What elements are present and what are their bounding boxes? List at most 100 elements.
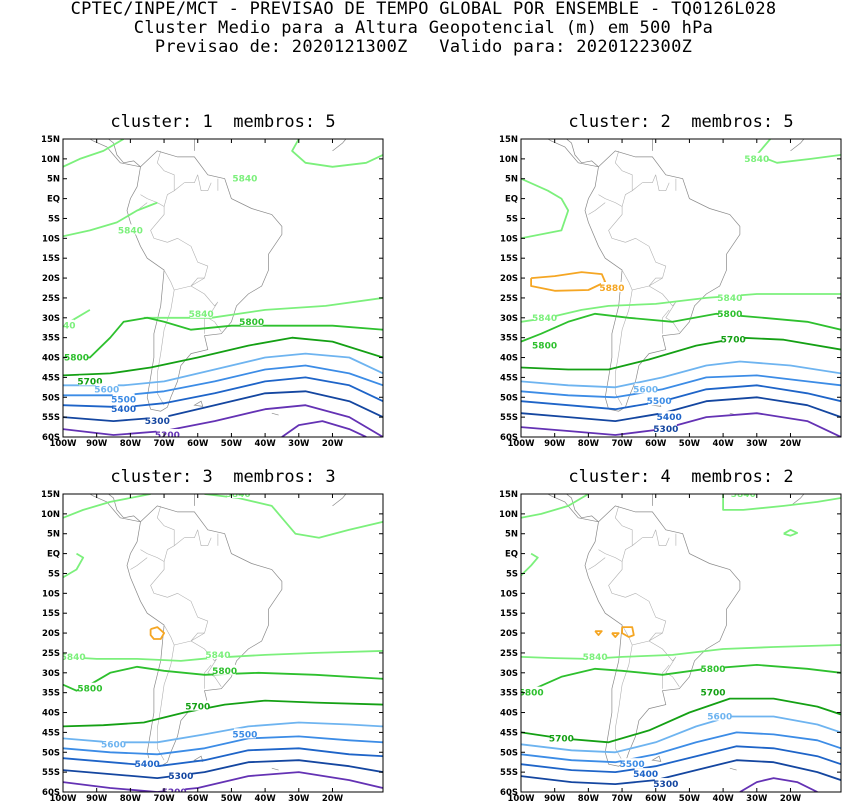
contour-label: 5600 [707, 713, 732, 723]
contour-5300 [521, 759, 841, 785]
country-border [588, 202, 606, 215]
lat-tick-label: 40S [42, 709, 60, 719]
lon-tick-label: 70W [611, 439, 633, 449]
lon-tick-label: 60W [187, 439, 209, 449]
country-border [150, 182, 185, 243]
lat-tick-label: 40S [42, 354, 60, 364]
country-border [190, 277, 205, 287]
contour-5400 [63, 747, 383, 768]
contour-label: 5840 [717, 294, 742, 304]
map-frame [520, 493, 842, 793]
contour-label-bg [533, 311, 556, 322]
contour-label-bg [654, 423, 677, 434]
contour-label: 5300 [653, 780, 678, 790]
coastline-central-america [547, 139, 599, 168]
contour-label-bg [718, 307, 741, 318]
caribbean-islands [193, 139, 195, 151]
contour-label: 5840 [118, 226, 143, 236]
country-border [625, 592, 667, 646]
contour-5500 [521, 731, 841, 764]
lat-tick-label: 5N [47, 530, 60, 540]
country-border [184, 529, 198, 538]
lat-tick-label: 35S [500, 334, 518, 344]
contour-5800 [521, 312, 841, 343]
contour-5840 [63, 201, 158, 238]
lat-tick-label: 30S [500, 669, 518, 679]
lat-tick-label: 60S [42, 788, 60, 798]
contour-label: 5600 [101, 740, 126, 750]
lon-tick-label: 90W [544, 439, 566, 449]
contour-label: 5300 [653, 425, 678, 435]
lon-tick-label: 80W [578, 794, 600, 803]
contour-5600 [63, 352, 383, 387]
coastline [584, 150, 741, 412]
lat-tick-label: 50S [42, 393, 60, 403]
lon-tick-label: 80W [120, 439, 142, 449]
country-border [167, 592, 209, 646]
country-border [190, 640, 222, 687]
contour-label-bg [136, 758, 159, 769]
contour-label: 5840 [61, 653, 86, 663]
lat-tick-label: 35S [42, 689, 60, 699]
contour-5600 [521, 715, 841, 754]
coastline-central-america [89, 494, 141, 523]
lat-tick-label: 20S [500, 274, 518, 284]
contour-label: 5800 [64, 354, 89, 364]
country-border [655, 529, 670, 546]
contour-label: 5700 [721, 336, 746, 346]
contour-label: 5500 [232, 730, 257, 740]
lon-tick-label: 20W [780, 794, 802, 803]
country-border [648, 640, 680, 687]
contour-label-bg [233, 172, 256, 183]
contour-5840 [783, 528, 799, 537]
contour-label: 5800 [77, 685, 102, 695]
contour-label-bg [102, 738, 125, 749]
map-frame [62, 493, 384, 793]
contour-label: 5800 [532, 342, 557, 352]
contour-label-bg [227, 494, 250, 498]
lon-tick-label: 50W [679, 794, 701, 803]
map-panel-2: 5840 5880 5840 5840 5800 5800 5700 5600 5500 5400… [499, 135, 842, 449]
panel-3-title: cluster: 3 membros: 3 [110, 467, 336, 487]
lon-tick-label: 100W [507, 794, 535, 803]
contour-label-bg [63, 650, 85, 661]
contour-5200 [739, 777, 818, 792]
contour-label: 5300 [145, 417, 170, 427]
map-frame [520, 138, 842, 438]
panel-2-title: cluster: 2 membros: 5 [568, 112, 794, 132]
contour-label: 5400 [111, 405, 136, 415]
coastline-africa [332, 494, 347, 507]
contour-label-bg [186, 700, 209, 711]
contour-label: 5600 [94, 385, 119, 395]
contour-label: 5840 [232, 175, 257, 185]
contour-5500 [521, 374, 841, 399]
map-panel-3: 5840 5840 5840 5800 5800 5700 5600 5500 5400 5300… [41, 490, 384, 803]
contour-label-bg [95, 383, 118, 394]
country-border [655, 174, 670, 191]
caribbean-islands [193, 494, 195, 506]
contour-5840 [521, 177, 570, 240]
contour-5880 [611, 632, 620, 638]
contour-label-bg [600, 282, 623, 292]
lat-tick-label: 5N [505, 175, 518, 185]
contour-5200 [521, 412, 841, 437]
lon-tick-label: 30W [288, 794, 310, 803]
contour-label-bg [146, 415, 169, 426]
contour-label-bg [521, 686, 543, 697]
falklands [193, 400, 204, 407]
country-border [625, 237, 667, 291]
country-border [614, 150, 633, 191]
contour-label-bg [634, 383, 657, 394]
country-border [662, 664, 670, 689]
country-border [204, 664, 212, 689]
lon-tick-label: 70W [153, 794, 175, 803]
lon-tick-label: 70W [153, 439, 175, 449]
contour-5840 [63, 494, 151, 519]
south-georgia [729, 767, 737, 771]
contour-label: 5200 [155, 431, 180, 441]
lon-tick-label: 40W [254, 439, 276, 449]
lat-tick-label: 30S [500, 314, 518, 324]
contour-label-bg [112, 403, 135, 414]
country-border [648, 277, 663, 287]
